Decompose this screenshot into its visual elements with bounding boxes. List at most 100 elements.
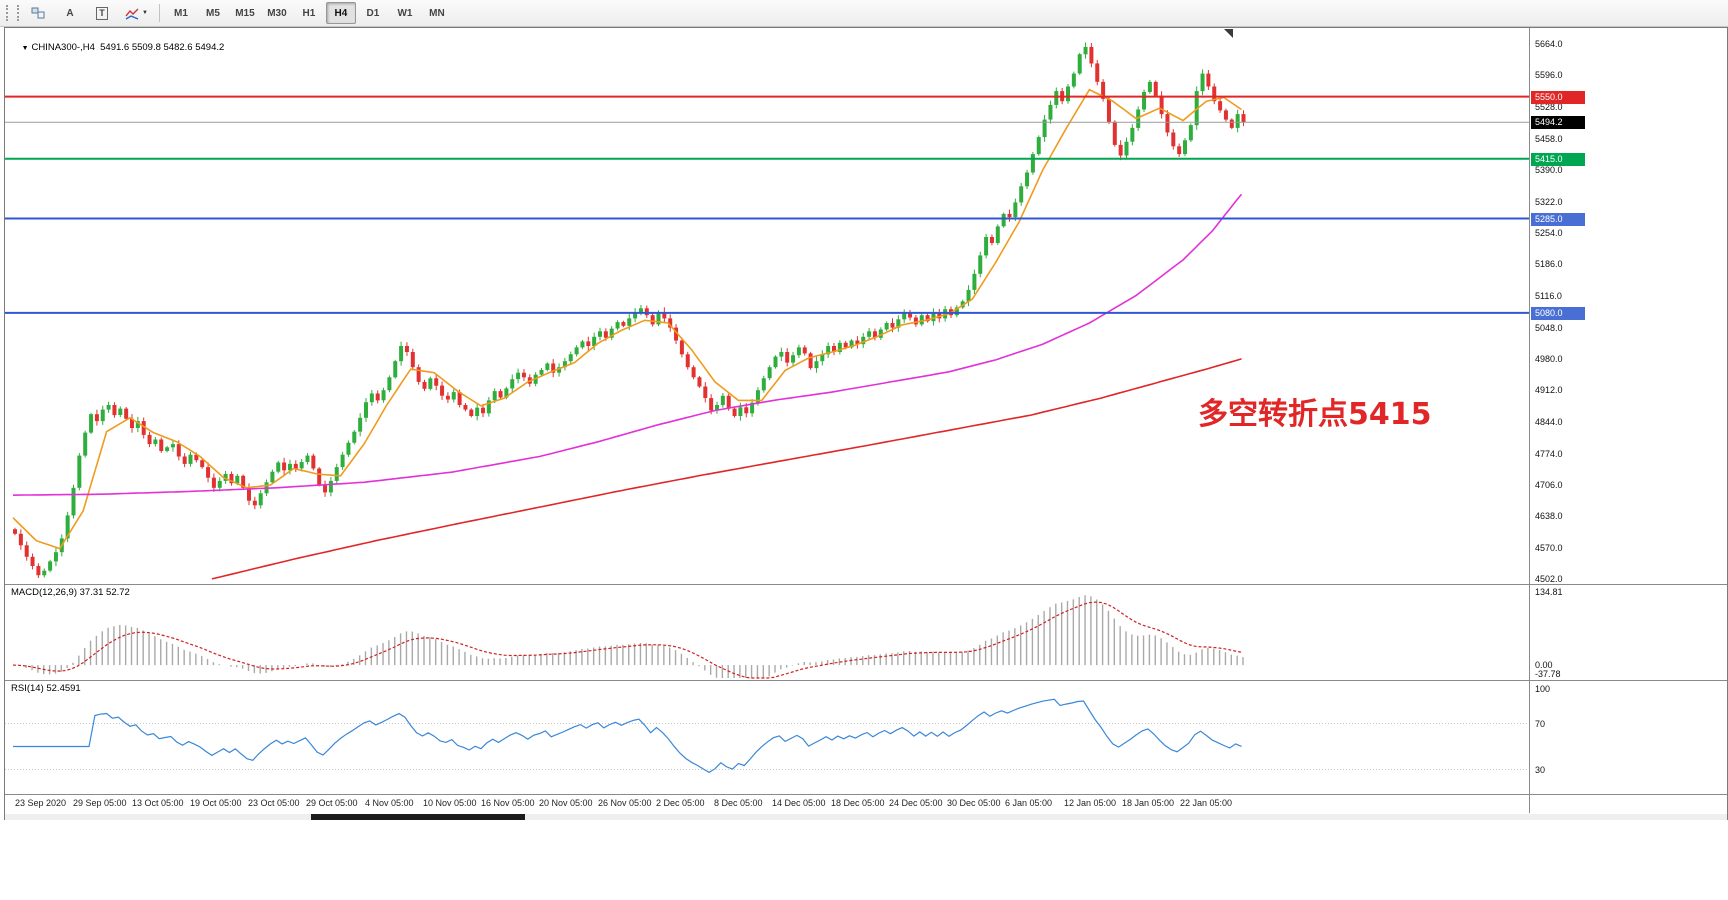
candle xyxy=(1106,96,1111,125)
candle xyxy=(106,401,111,413)
candle xyxy=(814,356,819,373)
date-tick-label: 29 Sep 05:00 xyxy=(73,798,127,808)
candle xyxy=(908,309,913,321)
candle xyxy=(328,477,333,497)
panel-divider[interactable] xyxy=(5,794,1727,795)
candle xyxy=(1218,98,1223,113)
ma-line-mid xyxy=(12,193,1243,496)
candle xyxy=(83,430,88,458)
candle xyxy=(849,339,854,349)
candle xyxy=(217,477,222,492)
price-tick-label: 5322.0 xyxy=(1535,197,1563,207)
candle xyxy=(375,390,380,404)
chart-shift-marker-icon[interactable] xyxy=(1224,29,1233,38)
price-tick-label: 5390.0 xyxy=(1535,165,1563,175)
candle xyxy=(440,381,445,400)
arrow-objects-icon xyxy=(125,8,139,20)
date-tick-label: 16 Nov 05:00 xyxy=(481,798,535,808)
candle xyxy=(42,568,47,578)
candle xyxy=(820,350,825,366)
candle xyxy=(551,359,556,378)
candle xyxy=(18,529,23,550)
price-tick-label: 5528.0 xyxy=(1535,102,1563,112)
candle xyxy=(896,315,901,332)
candle xyxy=(966,285,971,307)
candle xyxy=(1200,69,1205,96)
date-tick-label: 2 Dec 05:00 xyxy=(656,798,705,808)
candle xyxy=(557,363,562,377)
candle xyxy=(323,480,328,497)
candle xyxy=(715,401,719,414)
text-annotation-button[interactable]: A xyxy=(55,2,85,24)
price-tick-label: 4706.0 xyxy=(1535,480,1563,490)
timeframe-button-mn[interactable]: MN xyxy=(429,7,445,19)
candle xyxy=(206,462,211,483)
candle xyxy=(422,379,427,392)
candle xyxy=(53,547,58,567)
macd-panel-canvas[interactable] xyxy=(5,585,1529,680)
candle xyxy=(1066,84,1070,104)
dropdown-caret-icon: ▼ xyxy=(142,10,148,16)
candle xyxy=(165,445,170,453)
candle xyxy=(931,308,936,326)
macd-tick-label: 0.00 xyxy=(1535,660,1553,670)
price-tag-5285.0: 5285.0 xyxy=(1531,213,1585,226)
candle xyxy=(1142,89,1147,112)
candle xyxy=(1235,109,1240,133)
main-chart-canvas[interactable] xyxy=(5,28,1529,584)
candle xyxy=(1112,120,1117,147)
chart-window[interactable]: ▼ CHINA300-,H4 5491.6 5509.8 5482.6 5494.… xyxy=(4,27,1728,820)
timeframe-button-m1[interactable]: M1 xyxy=(174,7,188,19)
candle xyxy=(1071,71,1076,89)
arrow-objects-button[interactable]: ▼ xyxy=(119,2,153,24)
candle xyxy=(644,305,649,318)
candle xyxy=(1183,138,1187,157)
candle xyxy=(130,414,134,433)
candle xyxy=(609,326,614,341)
candle xyxy=(884,321,889,332)
timeframe-button-h4[interactable]: H4 xyxy=(325,2,356,24)
candle xyxy=(445,392,450,403)
candle xyxy=(750,399,755,417)
toolbar-grip[interactable] xyxy=(6,5,19,21)
candle xyxy=(270,469,275,485)
candle xyxy=(434,373,439,391)
text-label-button[interactable]: T xyxy=(87,2,117,24)
price-tag-5494.2: 5494.2 xyxy=(1531,116,1585,129)
candle xyxy=(767,365,772,381)
rsi-title: RSI(14) 52.4591 xyxy=(11,683,81,694)
candle xyxy=(211,473,216,492)
timeframe-button-m30[interactable]: M30 xyxy=(267,7,287,19)
candle xyxy=(668,314,673,332)
chart-annotation-text[interactable]: 多空转折点5415 xyxy=(1198,397,1432,432)
timeframe-button-h1[interactable]: H1 xyxy=(302,7,316,19)
timeframe-button-w1[interactable]: W1 xyxy=(397,7,413,19)
time-axis[interactable]: 23 Sep 2020 29 Sep 05:00 13 Oct 05:00 19 Oc… xyxy=(5,795,1529,813)
candle xyxy=(1171,129,1176,150)
panel-divider[interactable] xyxy=(5,680,1727,681)
price-tag-5550.0: 5550.0 xyxy=(1531,91,1585,104)
candle xyxy=(1212,83,1217,105)
timeframe-button-d1[interactable]: D1 xyxy=(366,7,380,19)
price-tick-label: 4502.0 xyxy=(1535,574,1563,584)
rsi-panel-canvas[interactable] xyxy=(5,681,1529,794)
tile-windows-button[interactable] xyxy=(23,2,53,24)
candle xyxy=(364,398,368,422)
timeframe-button-m15[interactable]: M15 xyxy=(235,7,255,19)
candle xyxy=(200,458,205,469)
candle xyxy=(1025,169,1030,190)
panel-divider[interactable] xyxy=(5,584,1727,585)
candle xyxy=(674,324,679,345)
candle xyxy=(1101,79,1106,102)
candle xyxy=(615,320,620,331)
timeframe-button-m5[interactable]: M5 xyxy=(206,7,220,19)
scrollbar-thumb[interactable] xyxy=(311,814,525,820)
ma-line-fast xyxy=(12,88,1242,550)
horizontal-scrollbar[interactable] xyxy=(5,814,1727,820)
candle xyxy=(387,375,392,393)
chart-title: ▼ CHINA300-,H4 5491.6 5509.8 5482.6 5494.… xyxy=(21,42,225,53)
candle xyxy=(1054,87,1059,109)
candle xyxy=(305,453,310,465)
candle xyxy=(978,251,983,278)
candle xyxy=(340,451,345,470)
